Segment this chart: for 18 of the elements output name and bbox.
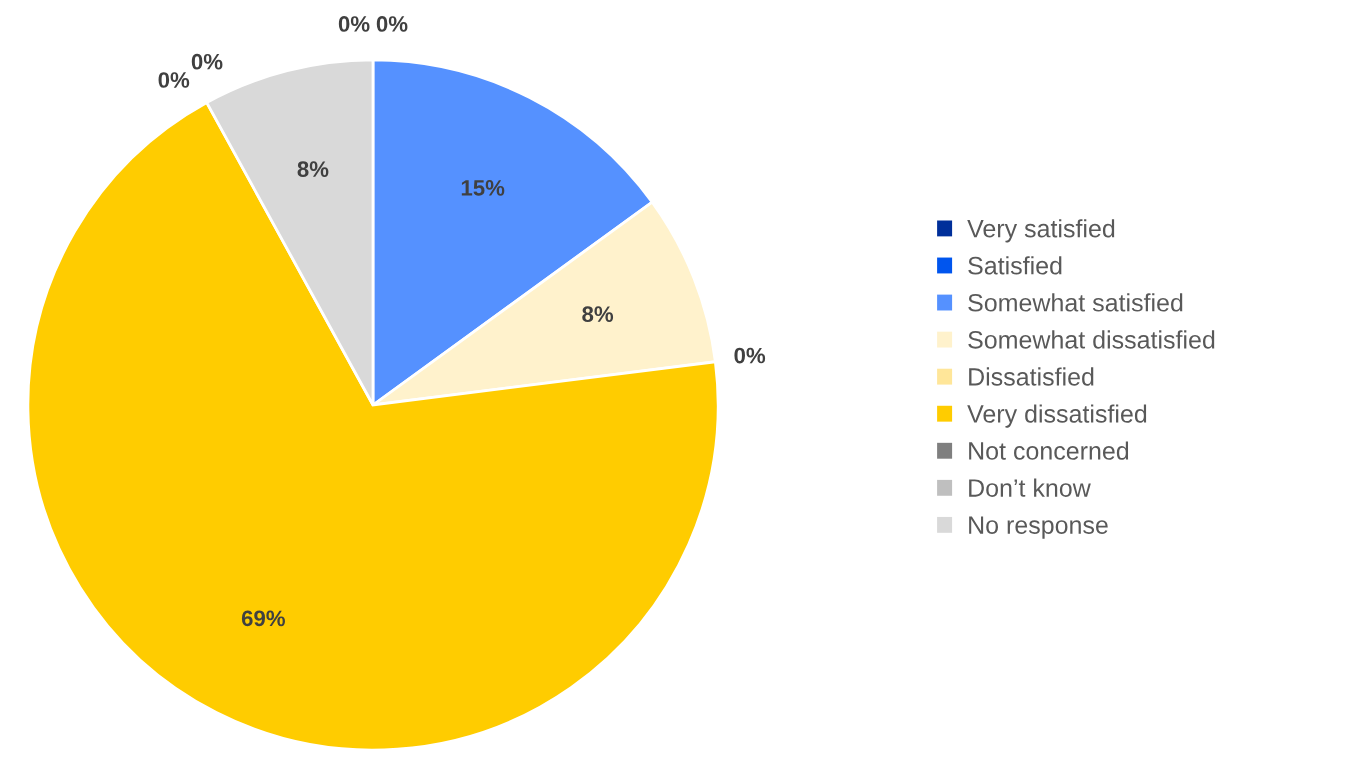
legend-label: Dissatisfied: [969, 367, 1094, 386]
data-label: 8%: [297, 161, 329, 177]
text: 0%: [338, 16, 370, 32]
text: 0%: [158, 72, 190, 88]
legend-label: Somewhat satisfied: [968, 293, 1183, 312]
data-label: 8%: [582, 306, 614, 323]
text: 0%: [734, 347, 766, 364]
legend-label: Not concerned: [969, 441, 1129, 460]
data-label: 15%: [461, 180, 505, 196]
legend-label: No response: [969, 516, 1108, 539]
data-label: 69%: [241, 610, 285, 627]
text: 0%: [376, 16, 408, 32]
legend-label: Very dissatisfied: [967, 404, 1147, 428]
legend-label: Very satisfied: [967, 219, 1115, 243]
text: 0%: [191, 53, 223, 70]
legend-label: Somewhat dissatisfied: [968, 330, 1215, 349]
legend-label: Satisfied: [968, 256, 1062, 275]
legend-label: Don’t know: [969, 478, 1091, 497]
